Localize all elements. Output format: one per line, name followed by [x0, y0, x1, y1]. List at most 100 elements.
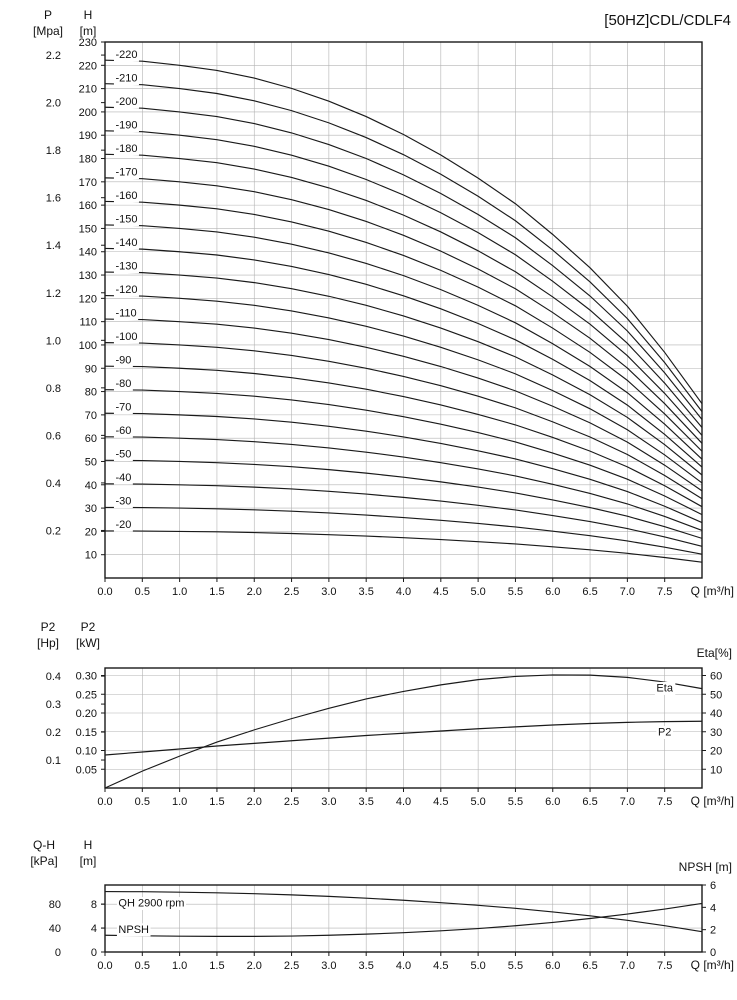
svg-text:80: 80: [85, 387, 97, 399]
svg-text:4.0: 4.0: [396, 586, 411, 598]
series--120: [104, 294, 703, 484]
svg-text:7.0: 7.0: [620, 586, 635, 598]
svg-text:4: 4: [91, 923, 97, 935]
svg-text:120: 120: [79, 293, 97, 305]
svg-text:2.5: 2.5: [284, 796, 299, 808]
series--30: [104, 506, 703, 555]
svg-text:50: 50: [710, 689, 722, 701]
qh-m-axis-title: H: [83, 838, 93, 852]
main-left-inner-axis-unit: [m]: [79, 24, 97, 38]
svg-text:4.5: 4.5: [433, 586, 448, 598]
svg-text:6.0: 6.0: [545, 796, 560, 808]
svg-text:5.0: 5.0: [470, 960, 485, 972]
svg-text:0.3: 0.3: [46, 699, 61, 711]
svg-text:1.0: 1.0: [172, 796, 187, 808]
svg-text:0: 0: [710, 947, 716, 959]
svg-text:90: 90: [85, 363, 97, 375]
svg-text:6.0: 6.0: [545, 960, 560, 972]
svg-text:0.6: 0.6: [46, 430, 61, 442]
svg-text:1.0: 1.0: [172, 586, 187, 598]
svg-text:40: 40: [85, 480, 97, 492]
svg-text:3.0: 3.0: [321, 796, 336, 808]
svg-text:2.0: 2.0: [247, 586, 262, 598]
svg-text:P2: P2: [658, 727, 671, 739]
svg-text:20: 20: [85, 526, 97, 538]
svg-text:0.5: 0.5: [135, 586, 150, 598]
svg-text:7.5: 7.5: [657, 586, 672, 598]
series--220: [104, 59, 703, 405]
svg-text:0.2: 0.2: [46, 727, 61, 739]
svg-text:5.5: 5.5: [508, 586, 523, 598]
svg-text:0.1: 0.1: [46, 755, 61, 767]
svg-text:-140: -140: [115, 237, 137, 249]
series--150: [104, 224, 703, 460]
svg-text:1.5: 1.5: [209, 586, 224, 598]
chart-qh-npsh: 0.0 0.5 1.0 1.5 2.0 2.5 3.0 3.5 4.0 4.5 5.0 5.5 6.0 6…: [49, 880, 734, 972]
main-left-outer-axis-title: P: [43, 8, 52, 22]
svg-text:6.5: 6.5: [582, 960, 597, 972]
svg-text:0.30: 0.30: [76, 671, 97, 683]
svg-text:QH 2900 rpm: QH 2900 rpm: [118, 898, 184, 910]
svg-text:1.0: 1.0: [172, 960, 187, 972]
svg-text:2: 2: [710, 925, 716, 937]
svg-text:-80: -80: [115, 378, 131, 390]
series--200: [104, 106, 703, 420]
svg-text:NPSH: NPSH: [118, 924, 149, 936]
series-NPSH: [104, 902, 703, 937]
svg-text:0.5: 0.5: [135, 796, 150, 808]
svg-text:4.0: 4.0: [396, 960, 411, 972]
svg-text:2.2: 2.2: [46, 50, 61, 62]
svg-text:150: 150: [79, 223, 97, 235]
series--20: [104, 530, 703, 563]
series--170: [104, 177, 703, 444]
svg-text:Q [m³/h]: Q [m³/h]: [691, 794, 734, 808]
svg-text:3.5: 3.5: [359, 960, 374, 972]
series--110: [104, 318, 703, 492]
svg-text:230: 230: [79, 37, 97, 49]
svg-text:160: 160: [79, 200, 97, 212]
svg-text:6: 6: [710, 880, 716, 892]
svg-text:7.5: 7.5: [657, 796, 672, 808]
svg-text:4.5: 4.5: [433, 796, 448, 808]
svg-text:2.5: 2.5: [284, 586, 299, 598]
svg-text:-20: -20: [115, 519, 131, 531]
svg-text:210: 210: [79, 84, 97, 96]
svg-text:-150: -150: [115, 214, 137, 226]
svg-text:110: 110: [79, 317, 97, 329]
svg-text:60: 60: [710, 671, 722, 683]
series--190: [104, 130, 703, 428]
svg-text:130: 130: [79, 270, 97, 282]
svg-text:0.2: 0.2: [46, 525, 61, 537]
svg-text:0.5: 0.5: [135, 960, 150, 972]
series--140: [104, 247, 703, 468]
svg-text:0.4: 0.4: [46, 478, 61, 490]
power-kw-axis-title: P2: [80, 620, 96, 634]
svg-text:4.0: 4.0: [396, 796, 411, 808]
series--60: [104, 436, 703, 531]
series--50: [104, 459, 703, 539]
svg-text:0.10: 0.10: [76, 746, 97, 758]
svg-text:0.0: 0.0: [97, 796, 112, 808]
svg-text:Q [m³/h]: Q [m³/h]: [691, 584, 734, 598]
svg-text:200: 200: [79, 107, 97, 119]
svg-text:6.0: 6.0: [545, 586, 560, 598]
svg-text:0.05: 0.05: [76, 764, 97, 776]
svg-text:20: 20: [710, 746, 722, 758]
svg-text:5.5: 5.5: [508, 796, 523, 808]
series--210: [104, 83, 703, 412]
svg-text:6.5: 6.5: [582, 796, 597, 808]
svg-text:0.0: 0.0: [97, 586, 112, 598]
power-hp-axis-unit: [Hp]: [36, 636, 59, 650]
svg-text:-120: -120: [115, 284, 137, 296]
svg-text:-50: -50: [115, 449, 131, 461]
svg-text:140: 140: [79, 247, 97, 259]
svg-text:190: 190: [79, 130, 97, 142]
power-hp-axis-title: P2: [40, 620, 56, 634]
svg-text:7.5: 7.5: [657, 960, 672, 972]
svg-text:180: 180: [79, 154, 97, 166]
svg-text:-40: -40: [115, 472, 131, 484]
svg-text:-130: -130: [115, 261, 137, 273]
series--100: [104, 342, 703, 500]
svg-text:-200: -200: [115, 96, 137, 108]
